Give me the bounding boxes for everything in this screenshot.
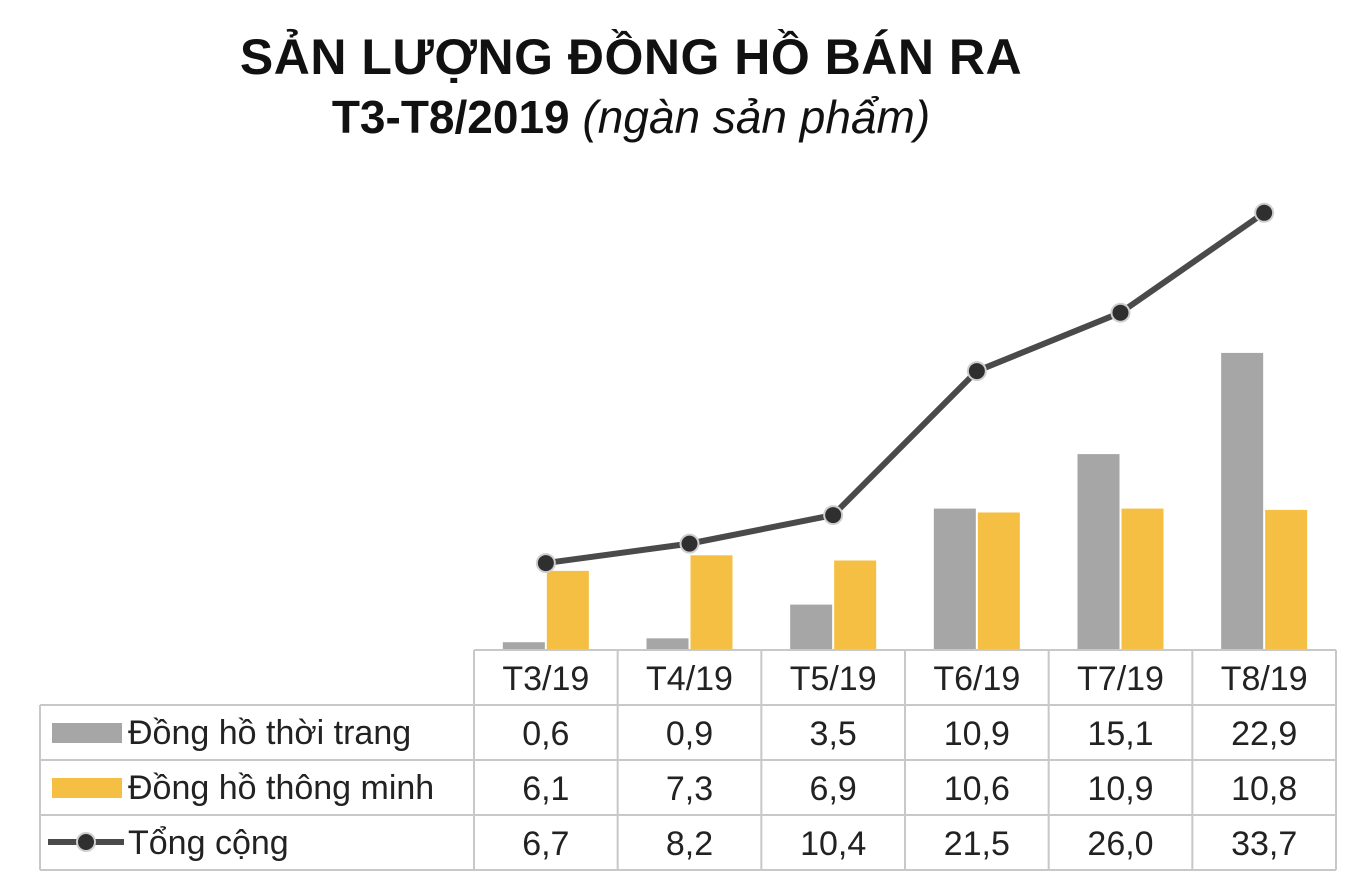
data-label: 22,9 [1231,715,1297,753]
legend-swatch [52,778,122,798]
point-total-T8-19 [1254,202,1275,223]
bar-fashion-T4-19 [646,638,689,650]
data-label: 10,4 [800,825,866,863]
data-label: 15,1 [1087,715,1153,753]
point-total-T6-19 [966,361,987,382]
data-label: 0,9 [666,715,713,753]
data-label: 21,5 [944,825,1010,863]
bar-smart-T4-19 [690,555,733,650]
chart-subtitle: T3-T8/2019 (ngàn sản phẩm) [0,90,1262,144]
bar-fashion-T8-19 [1221,352,1264,650]
data-label: 6,9 [810,770,857,808]
legend-label: Đồng hồ thông minh [128,769,434,807]
legend-swatch [52,723,122,743]
point-total-T7-19 [1110,302,1131,323]
bar-smart-T3-19 [546,570,589,650]
data-label: 10,8 [1231,770,1297,808]
data-label: 8,2 [666,825,713,863]
chart-unit: (ngàn sản phẩm) [582,91,931,143]
data-label: 10,9 [1087,770,1153,808]
bar-fashion-T5-19 [790,604,833,650]
point-total-T5-19 [823,505,844,526]
category-label: T4/19 [646,660,733,698]
category-label: T3/19 [502,660,589,698]
category-label: T5/19 [790,660,877,698]
data-label: 33,7 [1231,825,1297,863]
bar-fashion-T3-19 [502,642,545,650]
category-label: T6/19 [933,660,1020,698]
legend-marker [76,832,96,852]
line-total [545,210,1266,567]
data-label: 0,6 [522,715,569,753]
chart-title: SẢN LƯỢNG ĐỒNG HỒ BÁN RA [239,29,1023,85]
bar-fashion-T6-19 [933,508,976,650]
legend-label: Tổng cộng [128,824,289,862]
legend-label: Đồng hồ thời trang [128,714,411,752]
data-label: 7,3 [666,770,713,808]
data-label: 6,1 [522,770,569,808]
bar-smart-T7-19 [1121,508,1164,650]
category-label: T7/19 [1077,660,1164,698]
data-label: 26,0 [1087,825,1153,863]
bar-smart-T5-19 [834,560,877,650]
data-label: 6,7 [522,825,569,863]
data-label: 10,9 [944,715,1010,753]
point-total-T3-19 [535,553,556,574]
data-label: 10,6 [944,770,1010,808]
category-label: T8/19 [1221,660,1308,698]
data-label: 3,5 [810,715,857,753]
chart-period: T3-T8/2019 [331,91,570,143]
point-total-T4-19 [679,533,700,554]
bar-smart-T8-19 [1265,509,1308,650]
bar-smart-T6-19 [977,512,1020,650]
bar-fashion-T7-19 [1077,454,1120,650]
